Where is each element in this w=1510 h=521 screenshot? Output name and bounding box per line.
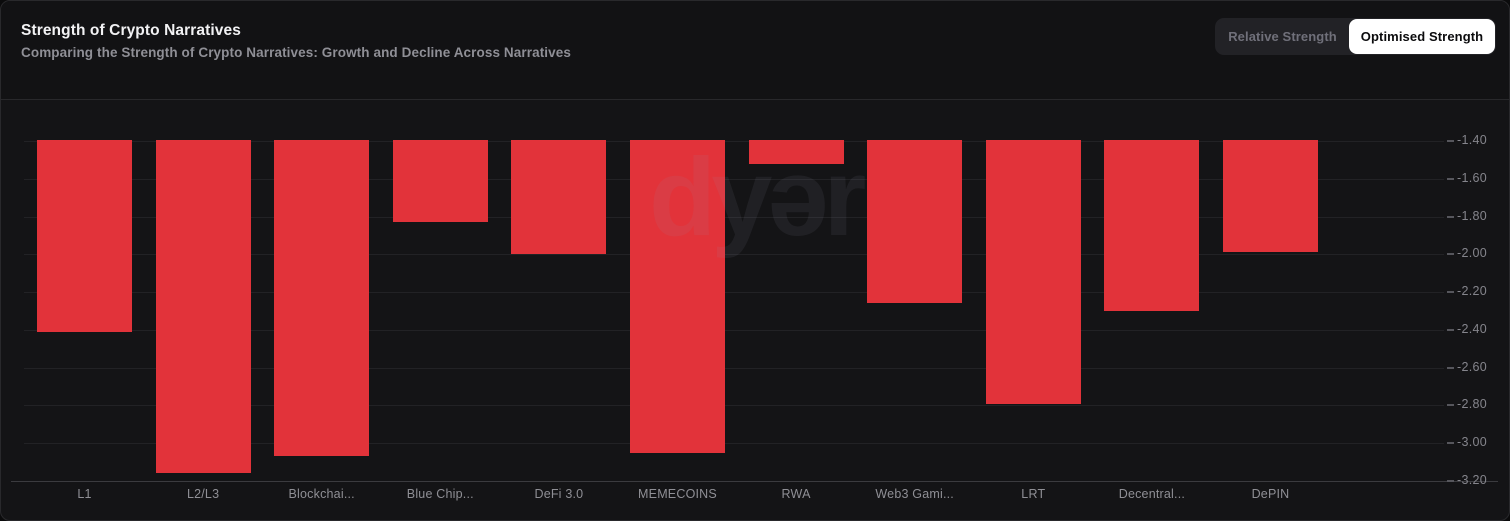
- y-axis-label: -2.60: [1457, 359, 1487, 374]
- header-divider: [1, 99, 1509, 100]
- y-axis-label: -1.40: [1457, 133, 1487, 147]
- y-axis-label: -2.00: [1457, 246, 1487, 261]
- bar-l2-l3[interactable]: [155, 140, 251, 474]
- bar-l1[interactable]: [37, 140, 132, 332]
- gridline: [24, 292, 1444, 294]
- y-axis-tick: [1447, 404, 1454, 407]
- gridline: [11, 481, 1498, 482]
- bar-decentral[interactable]: [1104, 140, 1200, 311]
- y-axis-tick: [1447, 140, 1454, 142]
- x-axis-label: Decentral...: [1118, 487, 1186, 501]
- x-axis-label: LRT: [1021, 487, 1046, 501]
- relative-strength-tab[interactable]: Relative Strength: [1216, 19, 1349, 54]
- gridline: [24, 329, 1444, 331]
- gridline: [24, 443, 1444, 445]
- x-axis-label: Web3 Gami...: [875, 487, 954, 501]
- bar-blue-chip[interactable]: [392, 140, 488, 223]
- x-axis-label: L1: [77, 487, 92, 501]
- x-axis-label: DePIN: [1251, 487, 1290, 501]
- x-axis-label: Blockchai...: [288, 487, 355, 501]
- chart-header: Strength of Crypto Narratives Comparing …: [1, 1, 1509, 100]
- y-axis-tick: [1447, 328, 1454, 331]
- bar-web3-gami[interactable]: [867, 140, 963, 304]
- x-axis-label: Blue Chip...: [406, 487, 474, 501]
- bar-lrt[interactable]: [985, 140, 1081, 404]
- x-axis-label: L2/L3: [186, 487, 220, 501]
- y-axis-label: -2.80: [1457, 397, 1487, 412]
- x-axis-label: DeFi 3.0: [534, 487, 584, 501]
- gridline: [24, 141, 1444, 142]
- chart-title: Strength of Crypto Narratives: [21, 22, 241, 39]
- gridline: [24, 367, 1444, 369]
- y-axis-label: -3.00: [1457, 435, 1487, 450]
- x-axis-label: MEMECOINS: [638, 487, 717, 501]
- y-axis-tick: [1447, 215, 1454, 218]
- gridline: [24, 254, 1444, 256]
- strength-mode-toggle: Relative Strength Optimised Strength: [1215, 18, 1496, 55]
- x-axis-label: RWA: [781, 487, 811, 501]
- bar-rwa[interactable]: [748, 140, 844, 164]
- gridline: [24, 178, 1444, 180]
- chart-subtitle: Comparing the Strength of Crypto Narrati…: [21, 45, 571, 60]
- y-axis-tick: [1447, 291, 1454, 294]
- y-axis-label: -1.80: [1457, 208, 1487, 223]
- y-axis-label: -3.20: [1457, 473, 1487, 487]
- y-axis-label: -2.20: [1457, 284, 1487, 299]
- bar-blockchai[interactable]: [274, 140, 370, 457]
- y-axis-label: -2.40: [1457, 321, 1487, 336]
- bar-defi-3-0[interactable]: [511, 140, 607, 255]
- y-axis-label: -1.60: [1457, 170, 1487, 185]
- gridline: [24, 405, 1444, 407]
- y-axis-tick: [1447, 480, 1454, 482]
- y-axis-tick: [1447, 177, 1454, 180]
- gridline: [24, 216, 1444, 218]
- y-axis-tick: [1447, 253, 1454, 256]
- optimised-strength-tab[interactable]: Optimised Strength: [1349, 19, 1495, 54]
- bar-memecoins[interactable]: [630, 140, 725, 453]
- y-axis-tick: [1447, 366, 1454, 369]
- y-axis-tick: [1447, 442, 1454, 445]
- bar-depin[interactable]: [1223, 140, 1318, 253]
